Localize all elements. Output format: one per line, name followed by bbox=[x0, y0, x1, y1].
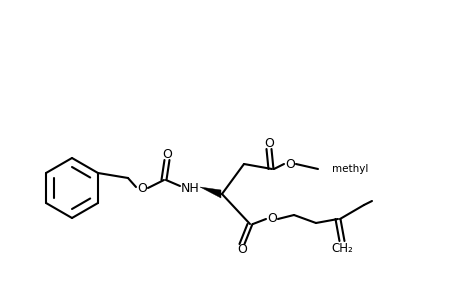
Text: O: O bbox=[137, 182, 146, 194]
Text: O: O bbox=[162, 148, 172, 160]
Text: methyl: methyl bbox=[331, 164, 368, 174]
Text: O: O bbox=[263, 136, 273, 149]
Text: O: O bbox=[267, 212, 276, 226]
Text: NH: NH bbox=[180, 182, 199, 194]
Text: O: O bbox=[236, 244, 246, 256]
Text: O: O bbox=[285, 158, 294, 170]
Polygon shape bbox=[200, 187, 220, 198]
Text: CH₂: CH₂ bbox=[330, 242, 352, 256]
